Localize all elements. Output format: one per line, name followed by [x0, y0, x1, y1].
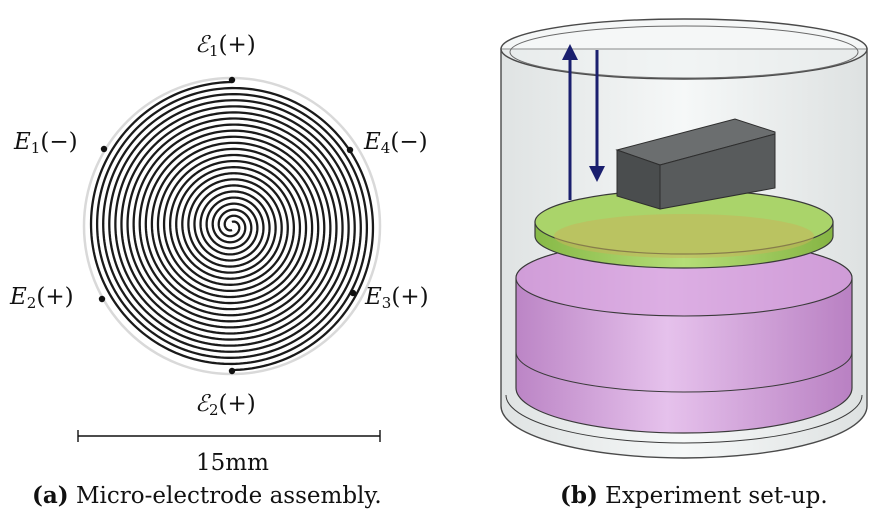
setup-illustration: [500, 18, 868, 459]
scale-bar: [77, 430, 381, 442]
caption-b: (b) Experiment set-up.: [560, 482, 828, 509]
terminal-label-e4: E4(−): [364, 129, 428, 157]
terminal-dot-e1: [100, 145, 108, 153]
caption-b-tag: (b): [560, 482, 598, 509]
electrode-spiral-1: [95, 86, 375, 372]
container-rim: [500, 18, 868, 80]
terminal-dot-e2-script: [228, 367, 236, 375]
terminal-label-e3: E3(+): [365, 284, 429, 312]
terminal-dot-e2: [98, 295, 106, 303]
down-arrow: [589, 50, 605, 182]
caption-b-text: Experiment set-up.: [605, 483, 828, 509]
electrode-diagram: [82, 76, 382, 376]
terminal-label-e2: E2(+): [10, 284, 74, 312]
caption-a: (a) Micro-electrode assembly.: [32, 482, 382, 509]
scale-label: 15mm: [196, 450, 269, 476]
caption-a-text: Micro-electrode assembly.: [75, 483, 382, 509]
terminal-label-e2-script: ℰ2(+): [195, 391, 256, 419]
actuator-block-side: [659, 133, 776, 210]
terminal-label-e1: E1(−): [14, 129, 78, 157]
caption-a-tag: (a): [32, 482, 69, 509]
terminal-label-e1-script: ℰ1(+): [195, 32, 256, 60]
terminal-dot-e1-script: [228, 76, 236, 84]
terminal-dot-e4: [346, 146, 354, 154]
electrode-spiral-2: [89, 80, 369, 366]
up-arrow: [562, 44, 578, 200]
terminal-dot-e3: [349, 289, 357, 297]
plate-spiral-pattern: [554, 214, 814, 258]
